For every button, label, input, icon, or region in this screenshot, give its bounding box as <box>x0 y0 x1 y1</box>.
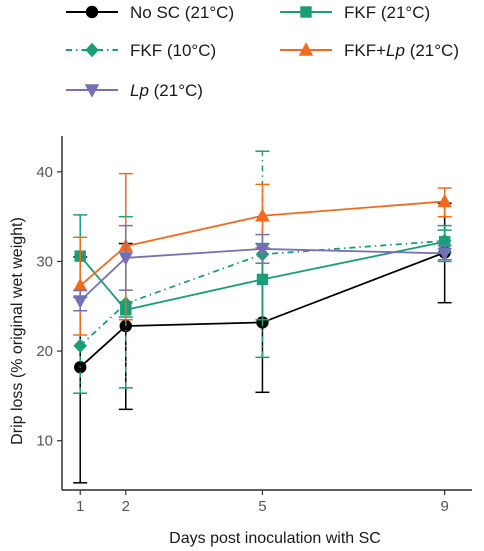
x-axis-title: Days post inoculation with SC <box>169 530 381 547</box>
series-line <box>79 240 445 311</box>
data-point <box>437 233 452 249</box>
x-tick-label: 1 <box>76 498 84 515</box>
data-point <box>437 247 452 262</box>
legend-item: FKF+Lp (21°C) <box>280 41 459 60</box>
legend-marker <box>85 5 99 19</box>
legend-marker <box>298 42 314 56</box>
data-point <box>255 243 270 257</box>
series-4 <box>73 224 452 312</box>
legend-marker <box>84 84 100 98</box>
y-ticks: 10 20 30 40 <box>36 164 62 450</box>
series-line <box>79 200 445 287</box>
data-point <box>255 208 270 222</box>
legend-item: FKF (21°C) <box>280 3 430 22</box>
y-tick-label: 40 <box>36 164 53 181</box>
legend-label: No SC (21°C) <box>130 3 234 22</box>
series-layer <box>73 150 452 484</box>
legend-label: Lp (21°C) <box>130 81 203 100</box>
x-tick-label: 2 <box>122 498 130 515</box>
x-ticks: 1 2 5 9 <box>76 490 449 515</box>
y-tick-label: 30 <box>36 253 53 270</box>
data-point <box>73 277 88 292</box>
series-line <box>79 239 445 347</box>
legend-item: No SC (21°C) <box>66 3 234 22</box>
legend-label: FKF (21°C) <box>344 3 430 22</box>
legend-marker <box>300 6 312 18</box>
data-point <box>118 252 133 266</box>
legend-label: FKF+Lp (21°C) <box>344 41 459 60</box>
axes: 1 2 5 9 10 20 30 40 Days post inoculation with… <box>9 136 472 547</box>
y-axis-title: Drip loss (% original wet weight) <box>9 217 26 445</box>
data-point <box>437 193 452 208</box>
x-tick-label: 5 <box>258 498 266 515</box>
series-line <box>79 251 445 368</box>
y-tick-label: 10 <box>36 433 53 450</box>
legend-label: FKF (10°C) <box>130 41 216 60</box>
legend: No SC (21°C) FKF (21°C) FKF (10°C) FKF+Lp (… <box>66 3 459 100</box>
series-line <box>79 248 445 302</box>
data-point <box>73 338 87 353</box>
y-tick-label: 20 <box>36 343 53 360</box>
x-tick-label: 9 <box>440 498 448 515</box>
legend-item: Lp (21°C) <box>66 81 203 100</box>
legend-item: FKF (10°C) <box>66 41 216 60</box>
legend-marker <box>85 42 99 58</box>
data-point <box>73 295 88 309</box>
data-point <box>119 319 132 333</box>
